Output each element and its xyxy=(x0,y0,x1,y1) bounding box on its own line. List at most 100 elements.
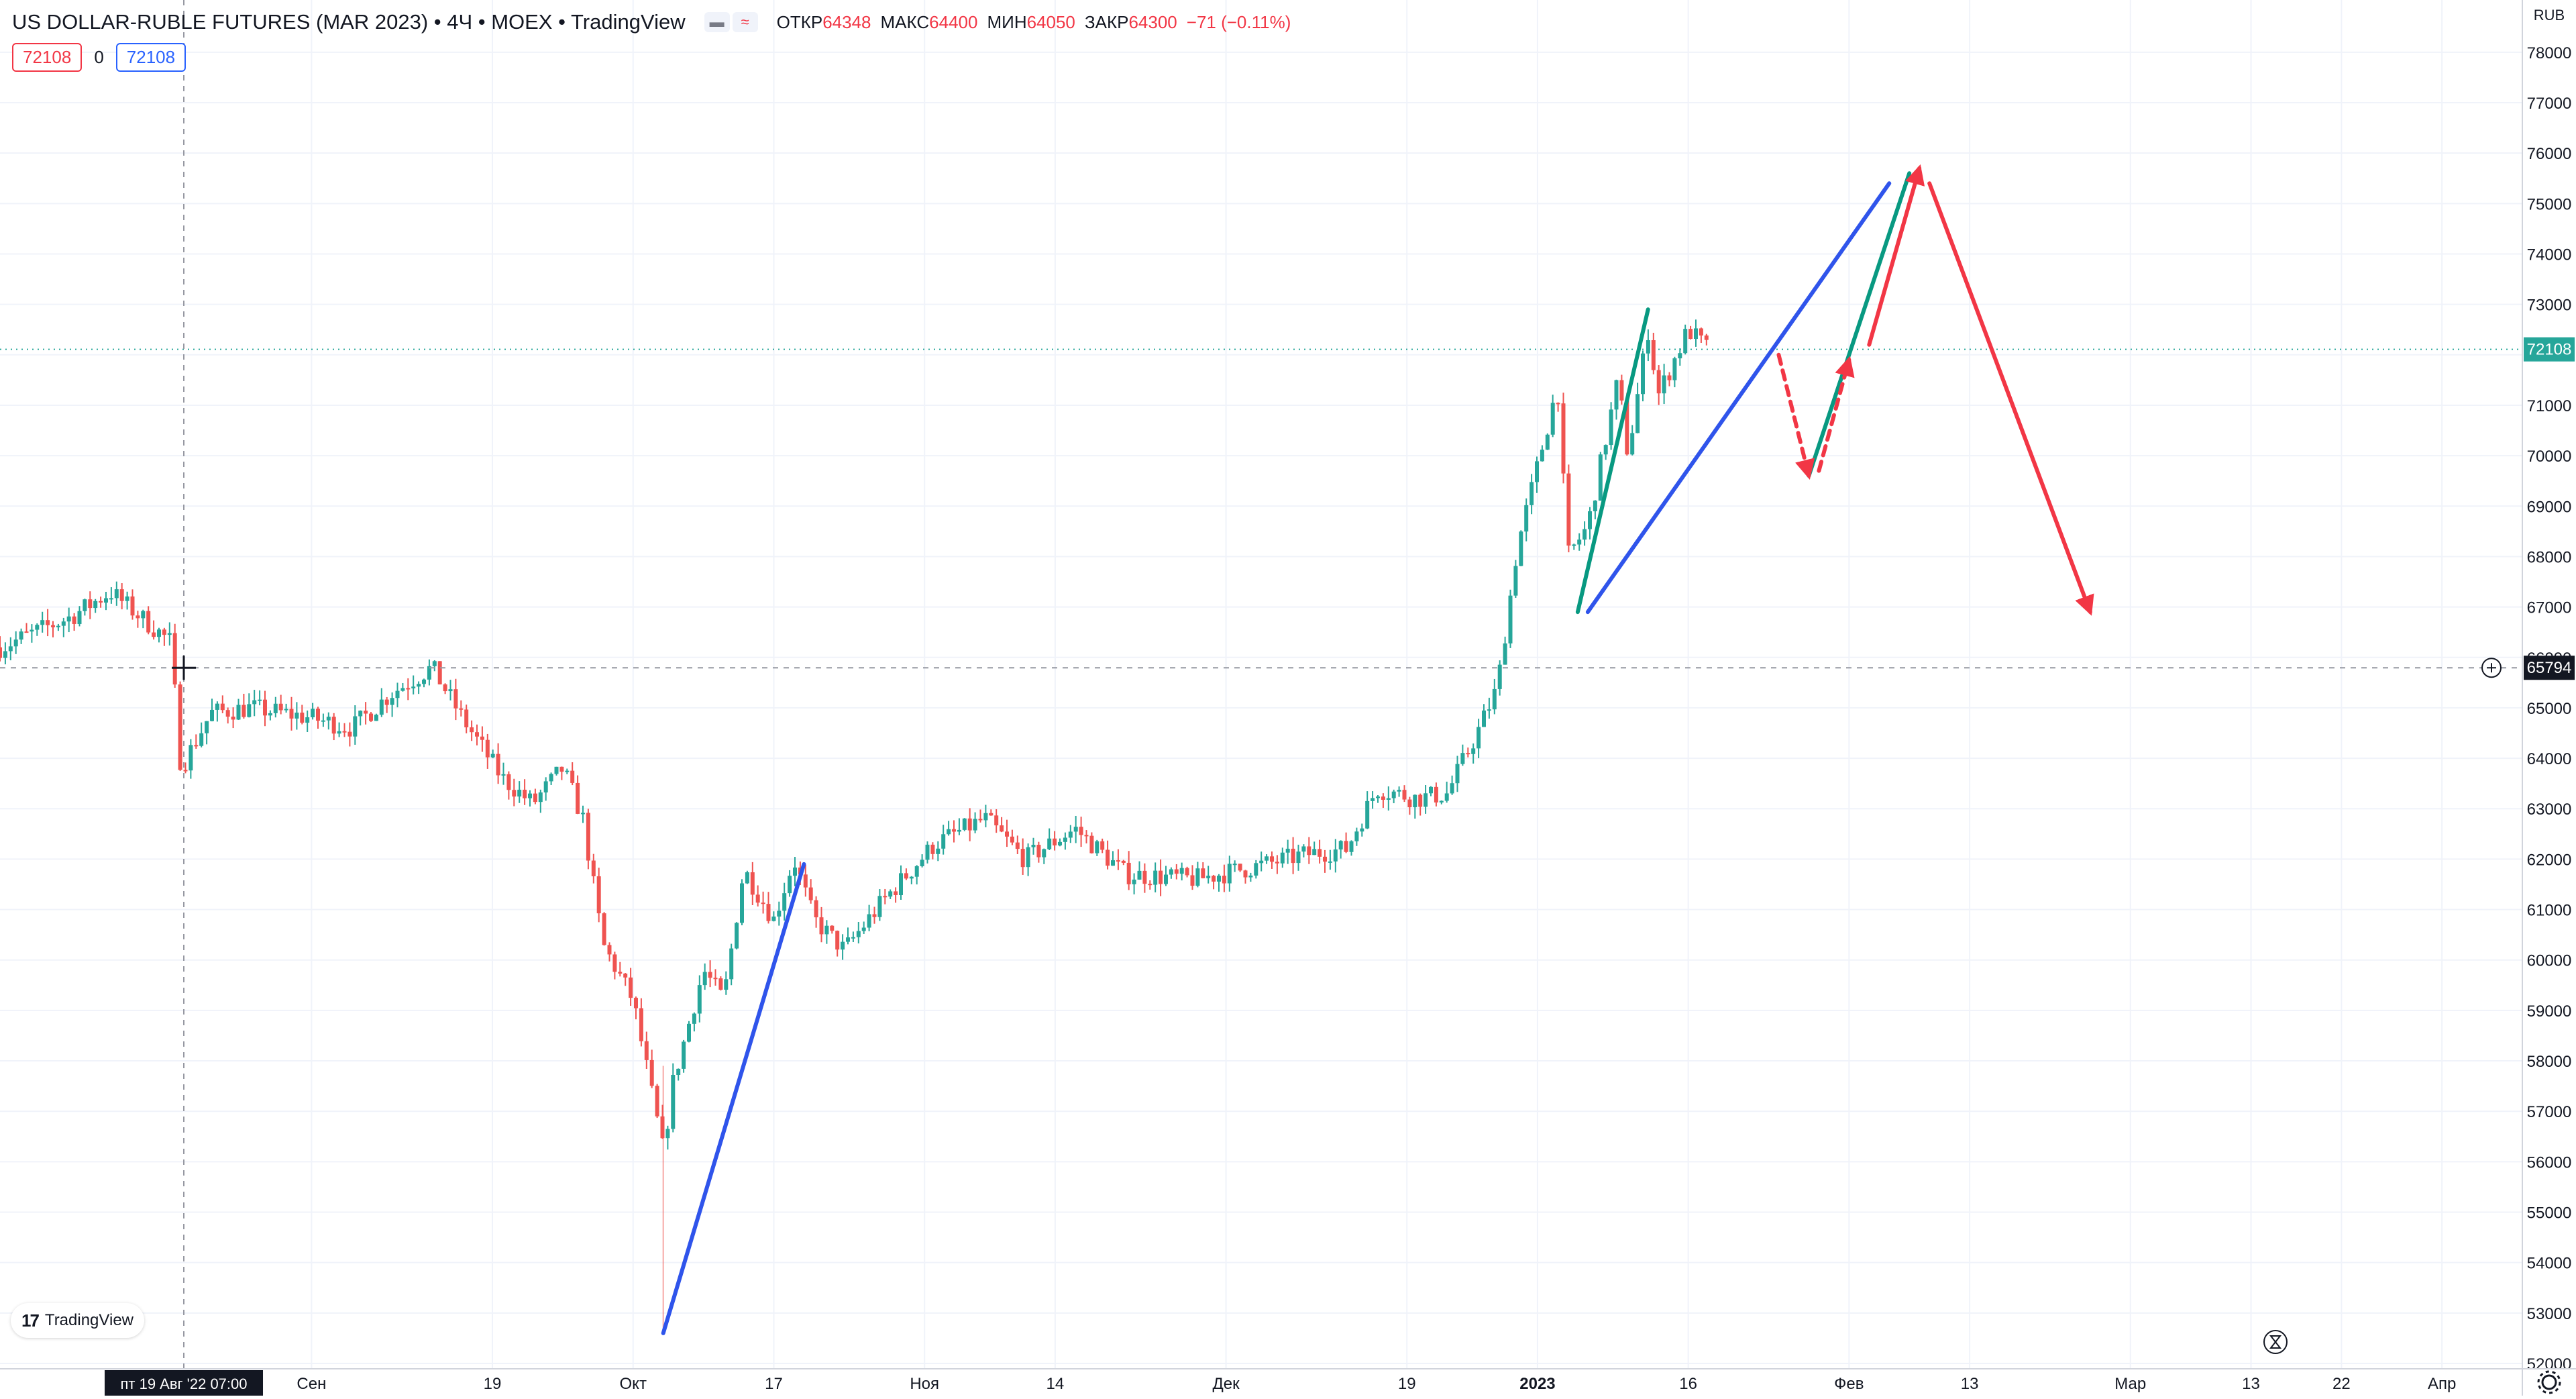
candle-body xyxy=(724,979,729,990)
arrow-red xyxy=(1776,352,1815,480)
candle-body xyxy=(777,911,782,917)
candle-body xyxy=(941,834,946,849)
candle-body xyxy=(517,789,522,797)
symbol-title[interactable]: US DOLLAR-RUBLE FUTURES (MAR 2023) • 4Ч … xyxy=(12,10,686,34)
candle-body xyxy=(1073,827,1078,832)
candle-body xyxy=(374,715,378,721)
candle-body xyxy=(877,896,882,917)
candle-body xyxy=(1137,870,1142,880)
eye-icon[interactable]: ▬ xyxy=(704,12,730,32)
candle-body xyxy=(1195,868,1200,886)
candle-body xyxy=(199,733,204,746)
candle-body xyxy=(30,629,34,632)
candle-body xyxy=(1084,835,1089,837)
candle-body xyxy=(618,972,623,974)
candle-body xyxy=(1053,838,1057,845)
candle-body xyxy=(1529,482,1534,505)
candle-body xyxy=(1487,709,1491,711)
candle-body xyxy=(808,887,813,900)
candle-body xyxy=(114,589,119,599)
candle-body xyxy=(130,596,135,616)
wave-icon[interactable]: ≈ xyxy=(732,12,758,32)
price-tick-label: 65000 xyxy=(2527,700,2572,718)
candle-body xyxy=(1444,793,1449,801)
candle-body xyxy=(1159,870,1163,884)
grid xyxy=(0,0,2522,1369)
candle-body xyxy=(1376,796,1380,798)
candle-body xyxy=(1371,798,1375,801)
sell-price-button[interactable]: 72108 xyxy=(12,43,83,72)
candle-body xyxy=(750,872,755,895)
plus-circle-icon[interactable] xyxy=(2481,658,2502,678)
gear-icon[interactable] xyxy=(2537,1370,2561,1394)
price-tick-label: 76000 xyxy=(2527,145,2572,163)
candle-body xyxy=(846,937,850,942)
candle-body xyxy=(1460,753,1465,764)
candle-body xyxy=(247,704,252,717)
candle-body xyxy=(559,766,564,772)
candle-body xyxy=(612,954,617,972)
candle-body xyxy=(379,699,384,715)
candle-body xyxy=(183,770,188,772)
tradingview-logo[interactable]: 17 TradingView xyxy=(11,1303,144,1338)
candle-body xyxy=(697,985,702,1014)
candle-body xyxy=(258,699,262,701)
candle-body xyxy=(549,774,553,782)
candle-body xyxy=(8,646,13,652)
candle-body xyxy=(284,709,288,711)
candle-body xyxy=(1232,864,1237,866)
ohlc-values: ОТКР64348 МАКС64400 МИН64050 ЗАКР64300 −… xyxy=(777,12,1291,33)
candle-body xyxy=(1238,864,1242,871)
candle-body xyxy=(649,1059,654,1086)
candle-body xyxy=(1212,876,1216,882)
candle-body xyxy=(268,713,272,716)
candle-body xyxy=(676,1068,681,1075)
candle-body xyxy=(1164,874,1168,884)
candle-body xyxy=(554,766,559,774)
price-tick-label: 58000 xyxy=(2527,1053,2572,1071)
candle-body xyxy=(1222,876,1226,884)
candle-body xyxy=(1047,838,1052,849)
candle-body xyxy=(1704,335,1709,340)
candle-body xyxy=(364,711,368,714)
candle-body xyxy=(639,1008,643,1041)
crosshair-time-badge xyxy=(105,1370,264,1396)
candle-body xyxy=(263,699,267,716)
candle-body xyxy=(576,782,580,814)
time-tick-label: 19 xyxy=(1398,1375,1416,1393)
candle-body xyxy=(1519,531,1523,566)
price-tick-label: 61000 xyxy=(2527,902,2572,920)
candle-body xyxy=(1360,828,1364,832)
candle-body xyxy=(983,813,988,821)
candle-body xyxy=(1142,870,1147,884)
candle-body xyxy=(1349,841,1354,852)
candle-body xyxy=(1386,798,1391,800)
candle-body xyxy=(1036,845,1041,858)
candle-body xyxy=(1434,786,1438,802)
candle-body xyxy=(99,601,103,603)
candle-body xyxy=(51,625,55,627)
trend-line-green xyxy=(1807,171,1912,478)
candle-body xyxy=(761,902,765,904)
buy-price-button[interactable]: 72108 xyxy=(115,43,186,72)
candle-body xyxy=(501,774,506,776)
candle-body xyxy=(0,647,2,658)
candle-body xyxy=(1005,831,1009,837)
candle-body xyxy=(1031,845,1036,847)
candle-body xyxy=(1381,796,1385,800)
candle-body xyxy=(35,625,40,630)
candle-body xyxy=(1619,380,1624,401)
price-tick-label: 56000 xyxy=(2527,1153,2572,1172)
time-tick-label: Дек xyxy=(1213,1375,1240,1393)
candle-body xyxy=(331,717,336,734)
candle-body xyxy=(841,941,845,950)
hourglass-icon[interactable] xyxy=(2263,1330,2288,1354)
candle-body xyxy=(146,611,151,633)
candle-body xyxy=(88,599,93,609)
candle-body xyxy=(1174,869,1179,874)
candle-body xyxy=(512,790,517,797)
candle-body xyxy=(215,703,219,710)
candle-body xyxy=(1132,879,1136,884)
